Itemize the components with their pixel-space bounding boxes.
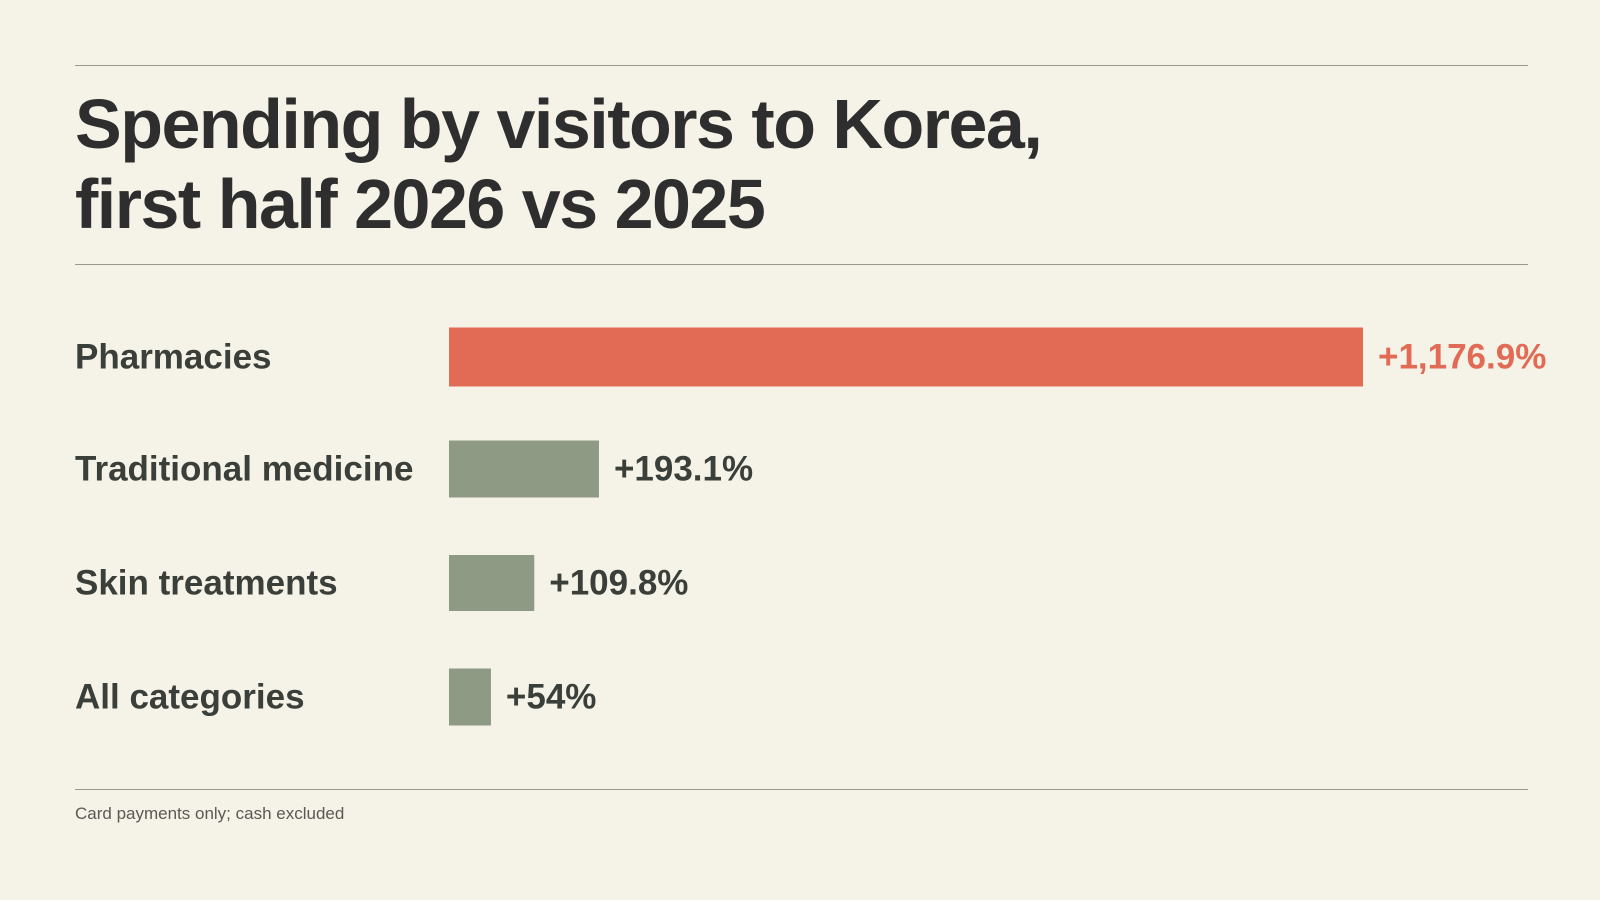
title-divider	[75, 264, 1528, 265]
chart-title-line-2: first half 2026 vs 2025	[75, 165, 766, 243]
bottom-rule	[75, 789, 1528, 790]
category-label: Pharmacies	[75, 338, 272, 377]
value-label: +193.1%	[614, 450, 753, 489]
bar-highlight	[449, 327, 1363, 387]
bar	[449, 440, 599, 498]
category-label: Traditional medicine	[75, 450, 413, 489]
category-label: Skin treatments	[75, 564, 338, 603]
top-rule	[75, 65, 1528, 66]
value-label: +109.8%	[549, 564, 688, 603]
bar	[449, 555, 535, 611]
footnote: Card payments only; cash excluded	[75, 804, 345, 823]
category-label: All categories	[75, 678, 305, 717]
chart-title-line-1: Spending by visitors to Korea,	[75, 85, 1043, 163]
value-label: +1,176.9%	[1378, 338, 1546, 377]
value-label: +54%	[506, 678, 596, 717]
bar	[449, 668, 491, 726]
chart-title: Spending by visitors to Korea, first hal…	[75, 84, 1043, 244]
